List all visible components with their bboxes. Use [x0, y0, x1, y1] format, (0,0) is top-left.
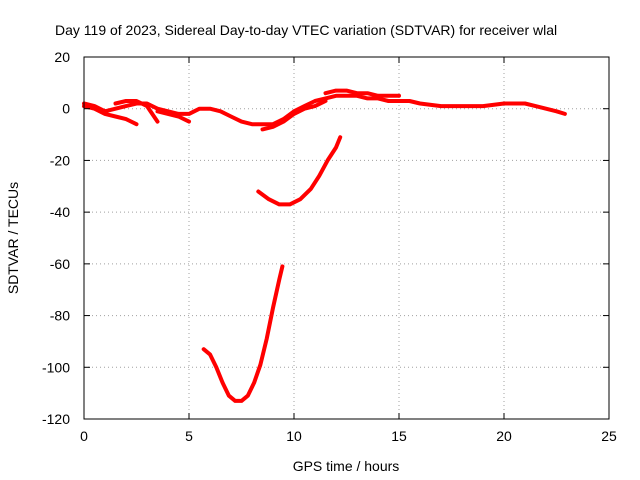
y-tick-label: -60	[50, 256, 70, 272]
x-tick-label: 0	[80, 428, 88, 444]
y-axis-label: SDTVAR / TECUs	[5, 182, 21, 294]
series-line-arc-main	[82, 93, 567, 127]
series-line-arc-5	[260, 99, 328, 132]
series-line-arc-6	[323, 88, 401, 98]
axis-ticks: 0 5 10 15 20 25 -120 -100 -80 -60 -40 -20 0 20	[42, 49, 617, 444]
y-tick-label: -20	[50, 152, 70, 168]
series-line-arc-4	[155, 109, 191, 124]
x-tick-label: 10	[286, 428, 302, 444]
y-tick-label: -80	[50, 308, 70, 324]
y-tick-label: 0	[62, 101, 70, 117]
x-tick-label: 20	[496, 428, 512, 444]
x-axis-label: GPS time / hours	[293, 458, 400, 474]
y-tick-label: 20	[54, 49, 70, 65]
x-tick-label: 25	[601, 428, 617, 444]
chart-title: Day 119 of 2023, Sidereal Day-to-day VTE…	[55, 22, 557, 38]
y-tick-label: -40	[50, 204, 70, 220]
series-line-arc-8	[201, 264, 285, 403]
plot-frame	[83, 56, 610, 420]
series-line-arc-3	[113, 99, 160, 124]
data-series	[82, 88, 567, 403]
y-tick-label: -120	[42, 411, 70, 427]
x-tick-label: 15	[391, 428, 407, 444]
grid-lines	[84, 57, 609, 419]
series-line-arc-2	[82, 104, 139, 127]
x-tick-label: 5	[185, 428, 193, 444]
series-line-arc-7	[256, 135, 343, 207]
y-tick-label: -100	[42, 359, 70, 375]
